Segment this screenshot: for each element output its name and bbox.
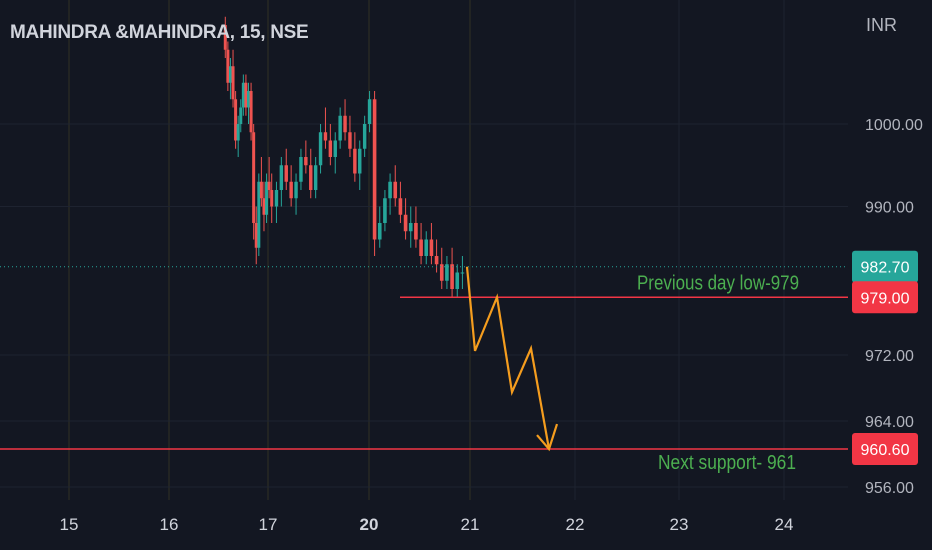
candle-body (424, 239, 429, 256)
candle-body (226, 49, 230, 83)
x-tick-label: 20 (360, 515, 379, 534)
current-price-tag-bg (852, 250, 918, 283)
candle-body (299, 157, 303, 182)
candle-body (398, 198, 403, 215)
candle-body (284, 165, 288, 182)
candle-body (313, 165, 318, 190)
candle-body (372, 99, 377, 240)
y-tick-label: 972.00 (865, 348, 914, 365)
candle-body (262, 198, 266, 215)
candle-body (265, 181, 269, 215)
candle-body (223, 25, 227, 50)
candle-body (393, 181, 398, 199)
x-tick-label: 22 (566, 515, 585, 534)
candle-body (434, 256, 439, 265)
candle-body (294, 181, 298, 199)
current-price-tag: 982.70 (861, 260, 910, 277)
candle-body (429, 239, 434, 256)
candle-body (403, 214, 408, 232)
candle-body (270, 190, 274, 207)
candle-body (333, 140, 337, 157)
previous-day-low-tag-bg (852, 281, 918, 314)
x-tick-label: 21 (461, 515, 480, 534)
candle-body (318, 132, 323, 166)
candle-body (257, 181, 261, 248)
candle-body (236, 124, 240, 141)
x-tick-label: 24 (775, 515, 794, 534)
candle-body (231, 66, 235, 100)
x-tick-label: 23 (670, 515, 689, 534)
candle-body (274, 190, 279, 207)
candle-body (455, 272, 460, 289)
y-tick-label: 956.00 (865, 480, 914, 497)
currency-label: INR (866, 15, 897, 35)
candle-body (247, 91, 250, 108)
symbol-title: MAHINDRA &MAHINDRA, 15, NSE (10, 22, 309, 43)
candle-body (244, 82, 248, 108)
candle-body (343, 115, 347, 133)
candle-body (419, 239, 423, 256)
candle-body (252, 132, 256, 223)
candle-body (367, 99, 372, 124)
candle-body (239, 107, 243, 124)
next-support-tag: 960.60 (861, 442, 910, 459)
previous-day-low-tag: 979.00 (861, 290, 910, 307)
candle-body (254, 223, 258, 248)
x-tick-label: 15 (60, 515, 79, 534)
candle-body (353, 148, 357, 174)
candle-body (259, 181, 263, 199)
projection-path (465, 266, 551, 450)
candle-body (289, 181, 293, 199)
candle-body (338, 115, 342, 141)
candle-body (323, 132, 328, 141)
candle-body (309, 165, 313, 190)
candle-body (228, 66, 232, 83)
candle-body (328, 140, 333, 157)
candle-body (388, 181, 392, 199)
candle-body (348, 132, 352, 149)
candle-body (358, 148, 362, 174)
candle-body (279, 165, 284, 190)
y-tick-label: 1000.00 (865, 117, 923, 134)
previous-day-low-annotation: Previous day low-979 (637, 272, 799, 294)
candle-body (304, 157, 308, 166)
candle-body (362, 124, 367, 149)
projection-arrowhead (536, 423, 559, 452)
candle-body (249, 91, 253, 133)
next-support-annotation: Next support- 961 (658, 452, 796, 474)
x-tick-label: 16 (160, 515, 179, 534)
candle-body (439, 264, 444, 281)
candle-body (383, 198, 387, 223)
candle-body (267, 181, 271, 190)
candle-body (460, 272, 465, 274)
candle-body (234, 99, 238, 141)
candle-body (445, 264, 449, 281)
candle-body (377, 223, 382, 240)
y-tick-label: 964.00 (865, 414, 914, 431)
candle-body (408, 223, 413, 232)
y-tick-label: 990.00 (865, 200, 914, 217)
next-support-tag-bg (852, 433, 918, 466)
candle-body (414, 223, 418, 240)
x-tick-label: 17 (259, 515, 278, 534)
candle-body (450, 264, 454, 289)
candle-body (241, 82, 245, 108)
